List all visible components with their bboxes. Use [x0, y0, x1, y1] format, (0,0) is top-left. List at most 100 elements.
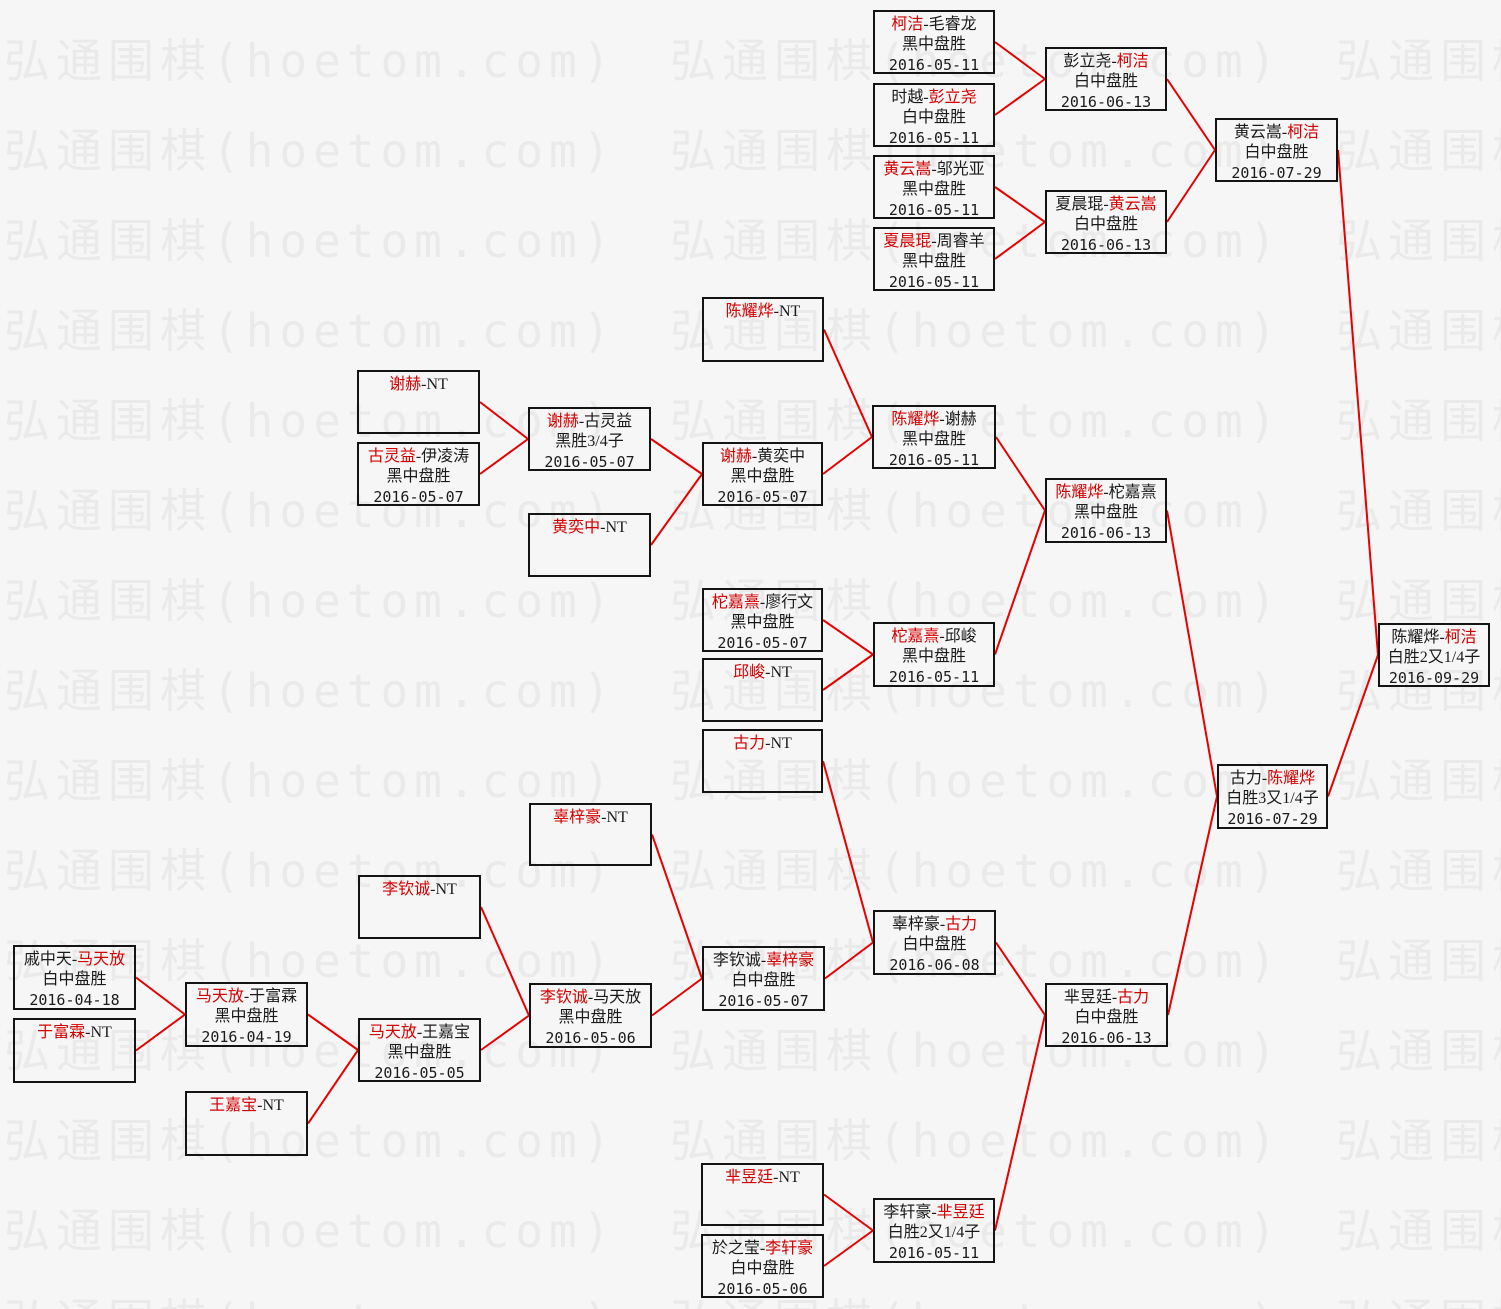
match-date: 2016-07-29 [1231, 164, 1322, 182]
matchup-names: 彭立尧-柯洁 [1047, 52, 1165, 72]
watermark-text: 弘通围棋(hoetom.com) [4, 214, 617, 268]
player-name: -于富霖 [243, 988, 298, 1005]
winner-name: 陈耀烨 [1267, 770, 1316, 787]
connector-line [823, 329, 873, 438]
winner-name: 黄云嵩 [1108, 196, 1157, 213]
player-name: -廖行文 [759, 594, 814, 611]
match-result: 黑中盘胜 [730, 468, 795, 485]
matchup-names: 戚中天-马天放 [15, 950, 134, 970]
match-box: 辜梓豪-古力 白中盘胜 2016-06-08 [873, 910, 996, 975]
player-name: -NT [421, 376, 448, 393]
player-name: -邱峻 [939, 628, 977, 645]
watermark-text: 弘通围棋(hoetom.com) [670, 1204, 1283, 1258]
winner-name: 柯洁 [1444, 629, 1477, 646]
matchup-names: 芈昱廷-NT [703, 1168, 822, 1188]
match-date: 2016-06-13 [1060, 236, 1152, 254]
bye-box: 古力-NT [702, 729, 823, 793]
watermark-text: 弘通围棋(hoetom.com) [4, 34, 617, 88]
match-date: 2016-05-11 [888, 273, 980, 291]
matchup-names: 辜梓豪-NT [531, 808, 650, 828]
player-name: 夏晨琨- [1055, 196, 1109, 213]
watermark-text: 弘通围棋(hoetom.com) [1336, 664, 1501, 718]
matchup-names: 时越-彭立尧 [875, 88, 993, 108]
bye-box: 王嘉宝-NT [185, 1091, 308, 1156]
match-box: 李轩豪-芈昱廷 白胜2又1/4子 2016-05-11 [873, 1198, 995, 1263]
connector-line [480, 906, 530, 1016]
matchup-names: 黄云嵩-柯洁 [1217, 123, 1336, 143]
connector-line [822, 653, 874, 691]
watermark-text: 弘通围棋(hoetom.com) [1336, 1114, 1501, 1168]
connector-line [1166, 510, 1218, 797]
watermark-text: 弘通围棋(hoetom.com) [670, 1298, 1282, 1309]
connector-line [823, 1229, 874, 1267]
player-name: 陈耀烨- [1391, 629, 1445, 646]
match-box: 陈耀烨-谢赫 黑中盘胜 2016-05-11 [872, 405, 996, 469]
match-result: 白中盘胜 [1073, 216, 1138, 233]
watermark-text: 弘通围棋(hoetom.com) [670, 214, 1283, 268]
match-result: 黑中盘胜 [214, 1008, 279, 1025]
match-box: 李钦诚-辜梓豪 白中盘胜 2016-05-07 [702, 946, 825, 1011]
winner-name: 柁嘉熹 [891, 628, 940, 645]
winner-name: 柁嘉熹 [711, 594, 760, 611]
match-box: 古灵益-伊凌涛 黑中盘胜 2016-05-07 [357, 442, 480, 506]
match-date: 2016-05-07 [717, 488, 808, 506]
match-box: 戚中天-马天放 白中盘胜 2016-04-18 [13, 945, 136, 1010]
watermark-text: 弘通围棋(hoetom.com) [670, 664, 1283, 718]
matchup-names: 黄云嵩-邬光亚 [875, 160, 993, 180]
connector-line [480, 1014, 530, 1051]
connector-line [994, 1014, 1046, 1231]
match-date: 2016-05-11 [888, 451, 980, 469]
matchup-names: 古力-陈耀烨 [1219, 769, 1326, 789]
watermark-text: 弘通围棋(hoetom.com) [670, 934, 1283, 988]
player-name: 李轩豪- [883, 1204, 937, 1221]
connector-line [1167, 796, 1218, 1016]
match-result: 黑中盘胜 [387, 1044, 452, 1061]
player-name: -NT [601, 809, 628, 826]
player-name: 芈昱廷- [1063, 989, 1118, 1006]
matchup-names: 陈耀烨-谢赫 [874, 410, 994, 430]
watermark-text: 弘通围棋(hoetom.com) [670, 124, 1283, 178]
matchup-names: 古灵益-伊凌涛 [359, 447, 478, 467]
watermark-text: 弘通围棋(hoetom.com) [1336, 124, 1501, 178]
connector-line [650, 438, 703, 475]
match-date: 2016-06-13 [1060, 93, 1152, 111]
connector-line [135, 976, 186, 1016]
match-date: 2016-05-11 [888, 56, 980, 74]
bye-box: 李钦诚-NT [358, 875, 481, 939]
connector-line [823, 1193, 874, 1232]
match-box: 彭立尧-柯洁 白中盘胜 2016-06-13 [1045, 47, 1167, 111]
winner-name: 李轩豪 [765, 1240, 814, 1257]
match-result: 黑中盘胜 [901, 648, 966, 665]
watermark-text: 弘通围棋(hoetom.com) [670, 1024, 1283, 1078]
match-box: 柁嘉熹-廖行文 黑中盘胜 2016-05-07 [702, 588, 823, 652]
watermark-text: 弘通围棋(hoetom.com) [4, 304, 617, 358]
player-name: 彭立尧- [1063, 53, 1117, 70]
matchup-names: 李钦诚-辜梓豪 [704, 951, 823, 971]
bye-box: 邱峻-NT [702, 658, 823, 722]
match-result: 白胜2又1/4子 [887, 1224, 981, 1241]
match-date: 2016-05-06 [717, 1280, 808, 1298]
connector-line [994, 221, 1046, 260]
connector-line [1327, 654, 1379, 797]
winner-name: 谢赫 [389, 376, 422, 393]
match-box: 於之莹-李轩豪 白中盘胜 2016-05-06 [701, 1234, 824, 1298]
watermark-text: 弘通围棋(hoetom.com) [4, 1298, 616, 1309]
match-date: 2016-05-07 [717, 634, 808, 652]
winner-name: 谢赫 [546, 413, 579, 430]
watermark-text: 弘通围棋(hoetom.com) [670, 304, 1283, 358]
matchup-names: 柁嘉熹-廖行文 [704, 593, 821, 613]
player-name: -周睿羊 [931, 233, 985, 250]
match-result: 白中盘胜 [1074, 1009, 1139, 1026]
matchup-names: 陈耀烨-柁嘉熹 [1047, 483, 1165, 503]
winner-name: 黄奕中 [552, 519, 601, 536]
bye-box: 谢赫-NT [357, 370, 480, 434]
match-result: 黑中盘胜 [386, 468, 451, 485]
match-box: 芈昱廷-古力 白中盘胜 2016-06-13 [1045, 983, 1168, 1047]
player-name: 古力- [1229, 770, 1268, 787]
match-result: 黑中盘胜 [901, 431, 966, 448]
connector-line [822, 760, 874, 943]
watermark-text: 弘通围棋(hoetom.com) [4, 1204, 617, 1258]
matchup-names: 柁嘉熹-邱峻 [875, 627, 993, 647]
watermark-text: 弘通围棋(hoetom.com) [670, 484, 1283, 538]
